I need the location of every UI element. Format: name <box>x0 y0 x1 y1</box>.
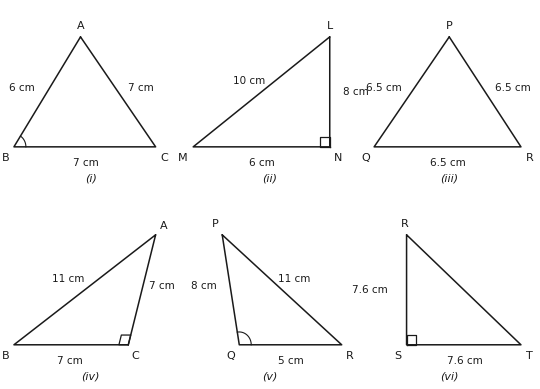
Text: N: N <box>334 153 342 163</box>
Text: Q: Q <box>226 351 235 361</box>
Text: 6 cm: 6 cm <box>9 83 35 93</box>
Text: R: R <box>346 351 354 361</box>
Text: P: P <box>446 21 453 31</box>
Text: 8 cm: 8 cm <box>191 281 217 291</box>
Text: 6.5 cm: 6.5 cm <box>430 158 465 168</box>
Text: (vi): (vi) <box>440 371 458 382</box>
Text: 7 cm: 7 cm <box>57 356 83 366</box>
Text: A: A <box>77 21 84 31</box>
Text: 7 cm: 7 cm <box>149 281 174 291</box>
Text: L: L <box>327 21 333 31</box>
Text: P: P <box>212 219 219 229</box>
Text: 6 cm: 6 cm <box>248 158 274 168</box>
Text: R: R <box>401 219 409 229</box>
Text: 7 cm: 7 cm <box>129 83 154 93</box>
Text: 8 cm: 8 cm <box>343 87 369 97</box>
Text: B: B <box>2 153 9 163</box>
Text: Q: Q <box>361 153 370 163</box>
Text: 11 cm: 11 cm <box>278 274 310 284</box>
Text: M: M <box>178 153 188 163</box>
Text: 11 cm: 11 cm <box>52 274 85 284</box>
Text: 6.5 cm: 6.5 cm <box>366 83 401 93</box>
Text: S: S <box>394 351 402 361</box>
Text: T: T <box>526 351 533 361</box>
Text: 7.6 cm: 7.6 cm <box>447 356 482 366</box>
Text: (ii): (ii) <box>262 173 278 184</box>
Text: B: B <box>2 351 9 361</box>
Text: R: R <box>525 153 534 163</box>
Text: 5 cm: 5 cm <box>278 356 303 366</box>
Text: 7 cm: 7 cm <box>73 158 98 168</box>
Text: A: A <box>160 221 168 231</box>
Text: C: C <box>131 351 139 361</box>
Text: (iii): (iii) <box>440 173 458 184</box>
Text: 10 cm: 10 cm <box>233 76 266 86</box>
Text: 6.5 cm: 6.5 cm <box>495 83 531 93</box>
Text: (v): (v) <box>262 371 278 382</box>
Text: (i): (i) <box>85 173 97 184</box>
Text: 7.6 cm: 7.6 cm <box>352 285 388 295</box>
Text: C: C <box>160 153 168 163</box>
Text: (iv): (iv) <box>82 371 100 382</box>
